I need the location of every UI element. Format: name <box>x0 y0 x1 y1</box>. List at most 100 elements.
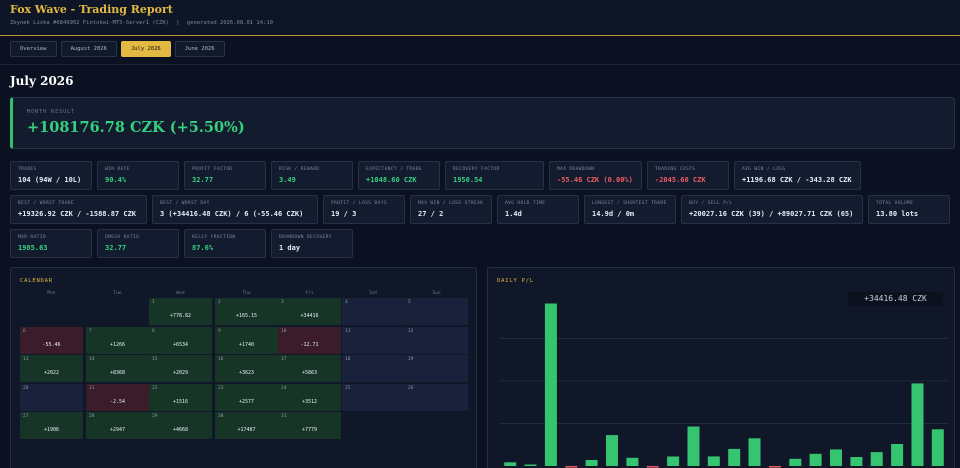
calendar-day-cell[interactable]: 21 -2.54 <box>86 384 149 411</box>
stat-card: EXPECTANCY / TRADE +1048.60 CZK <box>358 161 440 190</box>
stat-label: MAX DRAWDOWN <box>557 167 595 172</box>
calendar-day-cell[interactable]: 29 +4668 <box>149 412 212 439</box>
chart-tooltip: +34416.48 CZK <box>848 292 943 306</box>
stat-card: WIN RATE 90.4% <box>97 161 179 190</box>
calendar-day-cell[interactable]: 30 +17487 <box>215 412 278 439</box>
daily-pl-bar[interactable] <box>768 466 781 468</box>
stat-card: PROFIT FACTOR 32.77 <box>184 161 266 190</box>
daily-pl-bar[interactable] <box>850 457 863 466</box>
tab-july-2026[interactable]: July 2026 <box>120 41 171 57</box>
daily-pl-bar[interactable] <box>544 303 557 467</box>
daily-pl-bar[interactable] <box>931 429 944 466</box>
calendar-day-cell[interactable]: 4 <box>342 298 405 325</box>
stat-value: +20027.16 CZK (39) / +89027.71 CZK (65) <box>689 210 854 218</box>
daily-pl-bar[interactable] <box>524 464 537 467</box>
calendar-day-cell[interactable]: 16 +3623 <box>215 355 278 382</box>
daily-pl-bar[interactable] <box>809 453 822 466</box>
calendar-day-cell[interactable]: 14 +8368 <box>86 355 149 382</box>
daily-pl-bar[interactable] <box>891 444 904 466</box>
calendar-day-cell[interactable]: 2 +165.15 <box>215 298 278 325</box>
daily-pl-bar[interactable] <box>748 438 761 466</box>
calendar-day-cell[interactable]: 26 <box>405 384 468 411</box>
tab-august-2026[interactable]: August 2026 <box>60 41 117 57</box>
daily-pl-bar[interactable] <box>830 449 842 466</box>
page-title: July 2026 <box>10 74 74 88</box>
calendar-day-cell[interactable]: 10 -12.71 <box>278 327 341 354</box>
stat-card: DRAWDOWN RECOVERY 1 day <box>271 229 353 258</box>
calendar-day-number: 14 <box>89 357 95 362</box>
subtitle-separator: | <box>176 20 180 26</box>
daily-pl-bar[interactable] <box>911 383 924 466</box>
calendar-day-cell[interactable]: 15 +2029 <box>149 355 212 382</box>
stat-value: -55.46 CZK (0.00%) <box>557 176 633 184</box>
calendar-day-cell[interactable]: 1 +778.82 <box>149 298 212 325</box>
stat-value: +19326.92 CZK / -1588.87 CZK <box>18 210 137 218</box>
calendar-day-value: +2947 <box>109 427 126 433</box>
calendar-day-cell[interactable]: 24 +3512 <box>278 384 341 411</box>
stat-card: BEST / WORST DAY 3 (+34416.48 CZK) / 6 (-… <box>152 195 318 224</box>
calendar-day-cell[interactable]: 28 +2947 <box>86 412 149 439</box>
daily-pl-bar[interactable] <box>626 457 639 466</box>
daily-pl-bar[interactable] <box>585 460 598 466</box>
calendar-day-cell[interactable]: 19 <box>405 355 468 382</box>
stat-card: TOTAL VOLUME 13.80 lots <box>868 195 950 224</box>
calendar-day-number: 3 <box>281 300 284 305</box>
calendar-empty-cell <box>405 412 468 439</box>
month-result-label: MONTH RESULT <box>27 109 76 115</box>
calendar-day-cell[interactable]: 25 <box>342 384 405 411</box>
stat-value: 3 (+34416.48 CZK) / 6 (-55.46 CZK) <box>160 210 304 218</box>
daily-pl-bar[interactable] <box>728 448 741 466</box>
stat-label: BEST / WORST DAY <box>160 201 210 206</box>
calendar-day-value: +34416 <box>300 313 319 319</box>
daily-pl-bar[interactable] <box>606 435 618 466</box>
calendar-day-cell[interactable]: 7 +1266 <box>86 327 149 354</box>
calendar-day-cell[interactable]: 20 <box>20 384 83 411</box>
stat-label: MAR RATIO <box>18 235 46 240</box>
calendar-day-value: +4668 <box>172 427 189 433</box>
daily-pl-bar[interactable] <box>504 462 517 466</box>
stats-row-2: BEST / WORST TRADE +19326.92 CZK / -1588.… <box>10 195 950 224</box>
stat-value: 90.4% <box>105 176 127 184</box>
calendar-day-cell[interactable]: 12 <box>405 327 468 354</box>
stat-value: 1950.54 <box>453 176 483 184</box>
calendar-day-cell[interactable]: 9 +1740 <box>215 327 278 354</box>
daily-pl-bar[interactable] <box>789 458 802 466</box>
stat-card: MAR RATIO 1985.63 <box>10 229 92 258</box>
calendar-day-cell[interactable]: 18 <box>342 355 405 382</box>
calendar-day-cell[interactable]: 11 <box>342 327 405 354</box>
calendar-day-cell[interactable]: 27 +1906 <box>20 412 83 439</box>
daily-pl-bar[interactable] <box>687 426 700 467</box>
calendar-day-cell[interactable]: 3 +34416 <box>278 298 341 325</box>
stat-label: PROFIT / LOSS DAYS <box>331 201 387 206</box>
stat-card: OMEGA RATIO 32.77 <box>97 229 179 258</box>
calendar-day-cell[interactable]: 23 +2577 <box>215 384 278 411</box>
calendar-day-value: +778.82 <box>169 313 192 319</box>
stat-label: RECOVERY FACTOR <box>453 167 500 172</box>
stat-label: PROFIT FACTOR <box>192 167 233 172</box>
calendar-day-cell[interactable]: 31 +7779 <box>278 412 341 439</box>
daily-pl-bar[interactable] <box>646 466 659 468</box>
calendar-day-number: 2 <box>218 300 221 305</box>
calendar-day-cell[interactable]: 22 +1516 <box>149 384 212 411</box>
month-result-card: MONTH RESULT +108176.78 CZK (+5.50%) <box>10 97 955 149</box>
calendar-day-number: 18 <box>345 357 351 362</box>
calendar-day-value: +1516 <box>172 399 189 405</box>
daily-pl-bar[interactable] <box>667 456 680 467</box>
calendar-day-number: 28 <box>89 414 95 419</box>
stat-label: WIN RATE <box>105 167 130 172</box>
tab-june-2026[interactable]: June 2026 <box>174 41 225 57</box>
calendar-day-number: 4 <box>345 300 348 305</box>
weekday-label: Sun <box>432 291 441 296</box>
calendar-day-cell[interactable]: 13 +2022 <box>20 355 83 382</box>
tab-overview[interactable]: Overview <box>10 41 57 57</box>
stat-value: 32.77 <box>105 244 127 252</box>
daily-pl-bar[interactable] <box>565 466 578 468</box>
calendar-day-cell[interactable]: 5 <box>405 298 468 325</box>
calendar-day-number: 21 <box>89 386 95 391</box>
calendar-day-cell[interactable]: 17 +5863 <box>278 355 341 382</box>
calendar-day-cell[interactable]: 6 -55.46 <box>20 327 83 354</box>
daily-pl-bar[interactable] <box>870 452 883 466</box>
calendar-day-cell[interactable]: 8 +6534 <box>149 327 212 354</box>
daily-pl-bar[interactable] <box>707 456 720 466</box>
calendar-day-value: +8368 <box>109 370 126 376</box>
